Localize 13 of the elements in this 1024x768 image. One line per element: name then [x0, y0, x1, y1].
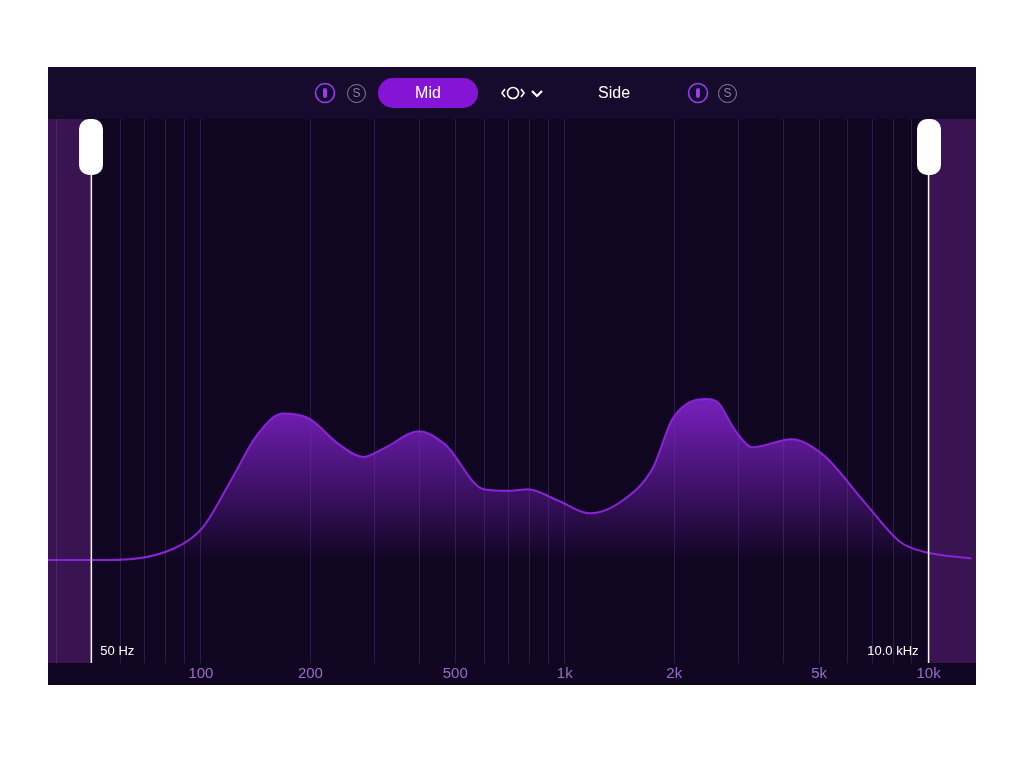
ref-line-label: 50 Hz [100, 642, 135, 658]
text: S [347, 83, 366, 103]
text: Side [598, 84, 631, 102]
text: Mid [378, 78, 478, 108]
x-tick-label: 5k [811, 664, 828, 682]
x-tick-label: 500 [442, 664, 468, 682]
text: S [718, 83, 738, 103]
x-tick-label: 10k [916, 664, 942, 682]
x-tick-label: 200 [297, 664, 323, 682]
ref-line-label: 10.0 kHz [867, 642, 919, 658]
x-tick-label: 100 [188, 664, 214, 682]
x-tick-label: 2k [666, 664, 683, 682]
x-tick-label: 1k [556, 664, 574, 682]
